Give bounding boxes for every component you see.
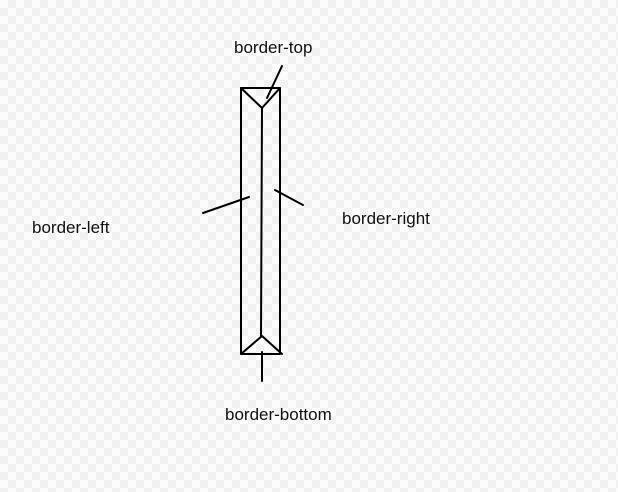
border-left-label: border-left bbox=[32, 218, 110, 237]
border-top-label: border-top bbox=[234, 38, 313, 57]
element-outer-box bbox=[240, 87, 281, 355]
border-top-bevel bbox=[240, 87, 281, 109]
center-seam bbox=[260, 107, 263, 337]
border-bottom-label: border-bottom bbox=[225, 405, 332, 424]
border-right-pointer bbox=[274, 189, 304, 206]
border-left-pointer bbox=[202, 196, 250, 214]
border-right-label: border-right bbox=[342, 209, 430, 228]
border-top-pointer bbox=[266, 65, 283, 99]
